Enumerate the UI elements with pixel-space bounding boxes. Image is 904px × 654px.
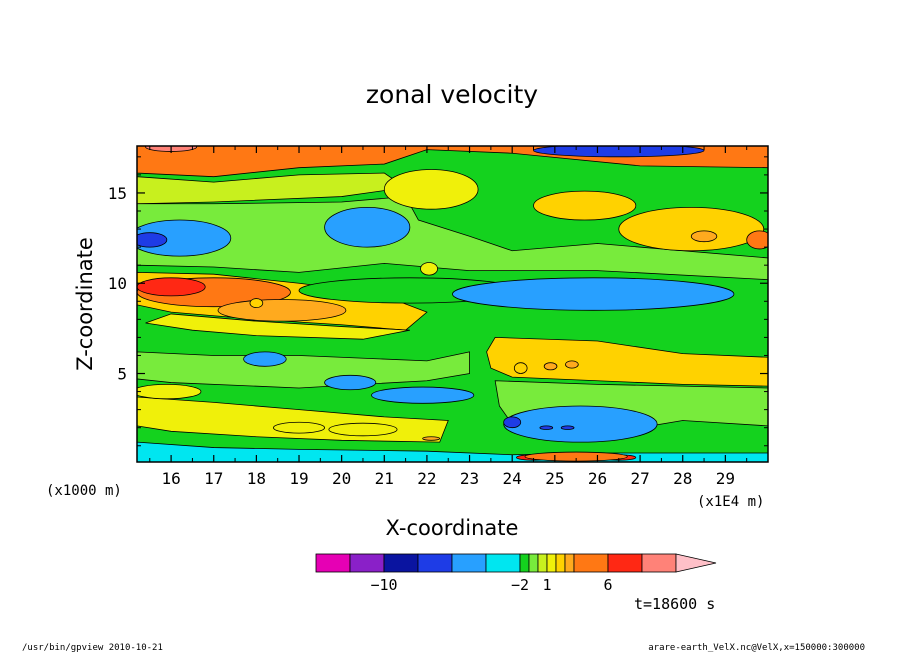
x-tick-label: 22 bbox=[417, 469, 436, 488]
colorbar-cell bbox=[546, 553, 557, 573]
y-tick-label: 15 bbox=[108, 184, 127, 203]
contour-cell bbox=[503, 405, 658, 443]
colorbar-cell bbox=[349, 553, 385, 573]
colorbar-cell bbox=[555, 553, 566, 573]
x-tick-label: 19 bbox=[289, 469, 308, 488]
x-tick-label: 29 bbox=[716, 469, 735, 488]
contour-cell bbox=[273, 421, 325, 434]
contour-band bbox=[486, 336, 768, 387]
contour-cell bbox=[503, 416, 522, 429]
x-tick-label: 16 bbox=[161, 469, 180, 488]
y-tick-label: 10 bbox=[108, 274, 127, 293]
contour-cell bbox=[690, 230, 718, 243]
y-unit-label: (x1000 m) bbox=[46, 483, 122, 499]
colorbar-tick-label: 1 bbox=[542, 576, 551, 594]
contour-cell bbox=[539, 425, 554, 430]
colorbar-cell bbox=[537, 553, 548, 573]
colorbar-tick-label: −2 bbox=[511, 576, 529, 594]
contour-band bbox=[137, 196, 768, 281]
colorbar-cell bbox=[451, 553, 487, 573]
x-tick-label: 18 bbox=[247, 469, 266, 488]
colorbar-cell bbox=[641, 553, 677, 573]
contour-cell bbox=[513, 362, 528, 374]
contour-cell bbox=[543, 362, 558, 371]
x-tick-label: 17 bbox=[204, 469, 223, 488]
x-unit-label: (x1E4 m) bbox=[697, 494, 764, 510]
x-axis-label: X-coordinate bbox=[386, 516, 519, 540]
contour-cell bbox=[243, 351, 287, 367]
contour-cell bbox=[249, 298, 264, 309]
contour-cell bbox=[137, 232, 168, 248]
x-tick-label: 23 bbox=[460, 469, 479, 488]
contour-cell bbox=[137, 383, 202, 400]
contour-cell bbox=[137, 277, 206, 297]
contour-cell bbox=[560, 425, 575, 430]
x-tick-label: 20 bbox=[332, 469, 351, 488]
colorbar-tick-label: 6 bbox=[603, 576, 612, 594]
colorbar-tick-label: −10 bbox=[370, 576, 397, 594]
colorbar-cell bbox=[417, 553, 453, 573]
colorbar-cell bbox=[315, 553, 351, 573]
colorbar-cell bbox=[383, 553, 419, 573]
contour-cell bbox=[324, 374, 377, 391]
x-tick-label: 27 bbox=[630, 469, 649, 488]
x-tick-label: 24 bbox=[503, 469, 522, 488]
colorbar-arrow bbox=[675, 553, 717, 573]
contour-cell bbox=[137, 219, 232, 257]
footer-right: arare-earth_VelX.nc@VelX,x=150000:300000 bbox=[648, 643, 865, 653]
contour-cell bbox=[533, 190, 637, 221]
y-tick-label: 5 bbox=[117, 365, 127, 384]
footer-left: /usr/bin/gpview 2010-10-21 bbox=[22, 643, 163, 653]
colorbar-cell bbox=[519, 553, 530, 573]
x-tick-label: 25 bbox=[545, 469, 564, 488]
x-tick-label: 26 bbox=[588, 469, 607, 488]
colorbar: −10 −2 1 6 bbox=[315, 553, 717, 594]
contour-cell bbox=[217, 299, 347, 322]
colorbar-cell bbox=[607, 553, 643, 573]
contour-cell bbox=[324, 206, 411, 248]
plot-frame bbox=[136, 145, 769, 463]
contour-cell bbox=[371, 386, 475, 404]
contour-band bbox=[145, 313, 410, 340]
colorbar-cell bbox=[485, 553, 521, 573]
time-label: t=18600 s bbox=[634, 595, 715, 613]
x-tick-label: 21 bbox=[375, 469, 394, 488]
contour-cell bbox=[328, 422, 398, 437]
contour-cell bbox=[746, 230, 768, 250]
y-axis-label: Z-coordinate bbox=[73, 237, 97, 371]
contour-cell bbox=[420, 262, 438, 276]
contour-cell bbox=[618, 206, 765, 252]
colorbar-cell bbox=[573, 553, 609, 573]
contour-cell bbox=[383, 169, 479, 210]
colorbar-cell bbox=[528, 553, 539, 573]
contour-plot: 16 17 18 19 20 21 22 23 24 25 26 27 28 29 5 10 15 bbox=[108, 145, 769, 488]
contour-cell bbox=[565, 360, 579, 369]
x-tick-label: 28 bbox=[673, 469, 692, 488]
contour-cell bbox=[422, 436, 441, 441]
colorbar-cell bbox=[564, 553, 575, 573]
contour-cell bbox=[452, 277, 735, 311]
chart-title: zonal velocity bbox=[366, 80, 538, 109]
